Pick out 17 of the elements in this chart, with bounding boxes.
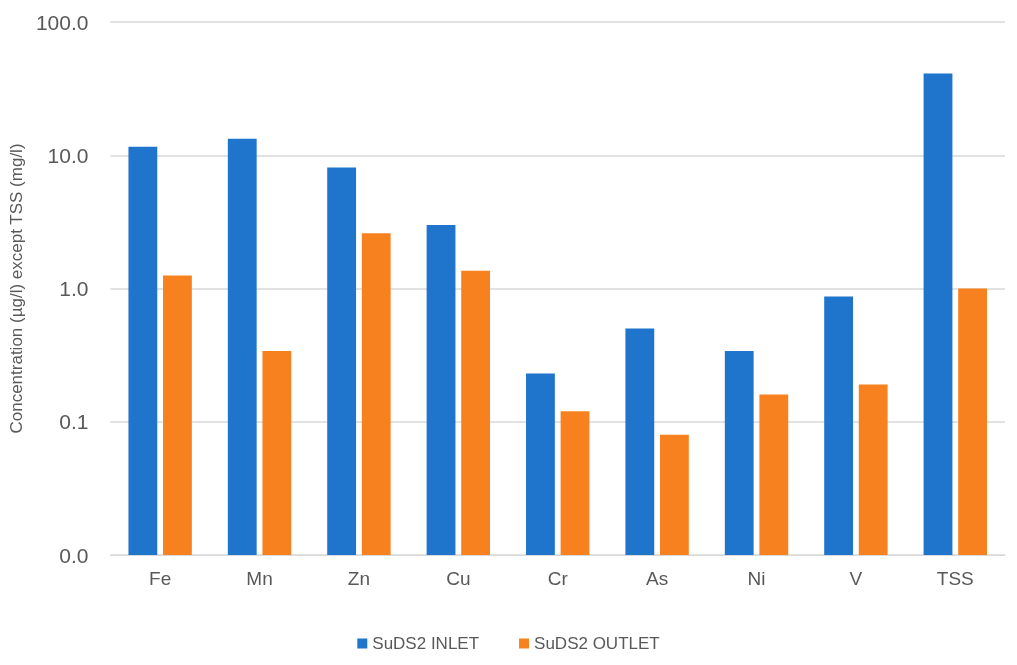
x-tick-label: Mn [246, 568, 273, 589]
legend-label: SuDS2 OUTLET [534, 634, 660, 653]
x-tick-label: Zn [347, 568, 371, 589]
y-tick-label: 0.1 [59, 410, 89, 434]
legend-label: SuDS2 INLET [372, 634, 480, 653]
y-tick-label: 10.0 [47, 143, 89, 167]
x-tick-label: V [849, 568, 863, 589]
x-tick-label: As [646, 568, 669, 589]
y-axis-title: Concentration (µg/l) except TSS (mg/l) [7, 143, 26, 434]
x-tick-label: TSS [936, 568, 974, 589]
x-tick-label: Cu [446, 568, 471, 589]
y-tick-label: 0.0 [59, 543, 89, 567]
y-tick-label: 1.0 [59, 277, 89, 300]
x-tick-label: Cr [547, 568, 569, 589]
x-tick-label: Ni [747, 568, 766, 589]
y-tick-label: 100.0 [35, 10, 89, 34]
x-tick-label: Fe [149, 568, 172, 589]
